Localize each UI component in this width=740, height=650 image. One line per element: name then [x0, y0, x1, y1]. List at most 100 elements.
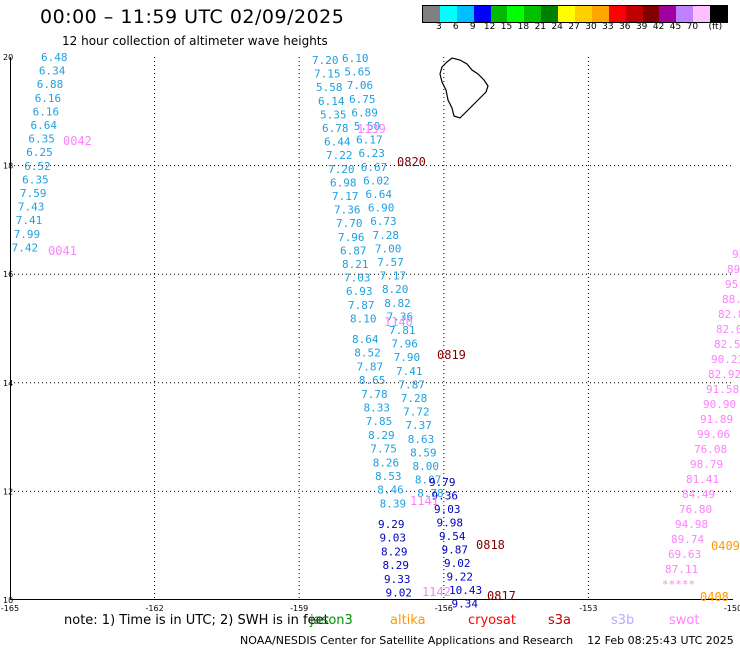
wave-height-label: 6.73 — [370, 215, 397, 228]
scale-tick-label: 27 — [568, 22, 580, 32]
longitude-tick-label: -156 — [435, 604, 453, 613]
wave-height-label: 7.96 — [338, 231, 365, 244]
map-title: 00:00 – 11:59 UTC 02/09/2025 — [40, 6, 345, 28]
satellite-legend-cryosat: cryosat — [468, 613, 516, 628]
longitude-tick-label: -165 — [1, 604, 19, 613]
swot-wave-height-label: 76.80 — [679, 503, 712, 516]
wave-height-label: 7.20 — [312, 54, 339, 67]
pass-time-label: 0820 — [397, 155, 426, 169]
latitude-tick-label: 18 — [3, 162, 13, 171]
wave-height-label: 7.85 — [366, 415, 393, 428]
wave-height-label: 5.50 — [354, 120, 381, 133]
hawaii-big-island-outline — [439, 57, 489, 119]
swot-wave-height-label: 81.41 — [686, 473, 719, 486]
satellite-legend-s3a: s3a — [548, 613, 572, 628]
scale-swatch — [642, 6, 660, 22]
scale-tick-label: 33 — [602, 22, 614, 32]
wave-height-label: 5.65 — [344, 66, 371, 79]
wave-height-label: 7.96 — [391, 338, 418, 351]
wave-height-label: 6.90 — [368, 202, 395, 215]
swot-wave-height-label: 91.58 — [706, 383, 739, 396]
wave-height-label: 8.26 — [373, 456, 400, 469]
wave-height-label: 7.22 — [326, 149, 353, 162]
wave-height-label: 5.58 — [316, 81, 343, 94]
wave-height-label: 9.34 — [452, 598, 479, 611]
pass-time-label: 1142 — [422, 585, 451, 599]
scale-tick-label: 15 — [500, 22, 513, 32]
wave-height-label: 7.15 — [314, 68, 341, 81]
map-subtitle: 12 hour collection of altimeter wave hei… — [62, 34, 328, 48]
wave-height-label: 9.54 — [439, 530, 466, 543]
wave-height-label: 6.23 — [358, 147, 385, 160]
scale-swatch — [693, 6, 711, 22]
wave-height-label: 6.14 — [318, 95, 345, 108]
wave-height-label: 7.03 — [344, 272, 371, 285]
scale-tick-label: 39 — [635, 22, 648, 32]
swot-wave-height-label: 84.49 — [682, 488, 715, 501]
scale-swatch — [490, 6, 508, 22]
scale-tick-label: 45 — [669, 22, 682, 32]
wave-height-label: 8.82 — [384, 297, 411, 310]
wave-height-label: 7.06 — [347, 79, 374, 92]
wave-height-label: 7.28 — [373, 229, 400, 242]
wave-height-label: 6.87 — [340, 244, 367, 257]
swot-wave-height-label: 93.34 — [732, 248, 740, 261]
wave-height-label: 8.78 — [417, 487, 444, 500]
wave-height-label: 8.29 — [383, 559, 410, 572]
wave-height-label: 9.33 — [384, 573, 411, 586]
swot-wave-height-label: 90.21 — [711, 353, 740, 366]
wave-height-label: 7.99 — [14, 228, 41, 241]
pass-time-label: 0409 — [711, 539, 740, 553]
footnote: note: 1) Time is in UTC; 2) SWH is in fe… — [64, 613, 329, 628]
pass-time-label: 1140 — [384, 315, 413, 329]
scale-tick-label: 18 — [517, 22, 530, 32]
wave-height-label: 7.78 — [361, 388, 388, 401]
pass-time-label: 0042 — [63, 134, 92, 148]
pass-time-label: 0818 — [476, 538, 505, 552]
swot-wave-height-label: 94.98 — [675, 518, 708, 531]
swot-wave-height-label: 87.11 — [665, 563, 698, 576]
pass-time-label: 1141 — [410, 494, 439, 508]
wave-height-label: 7.81 — [389, 324, 416, 337]
wave-height-label: 9.79 — [429, 476, 456, 489]
wave-height-label: 7.87 — [398, 378, 425, 391]
wave-height-label: 9.22 — [447, 571, 474, 584]
wave-height-label: 8.46 — [377, 484, 404, 497]
wave-height-label: 10.43 — [449, 584, 482, 597]
wave-height-label: 7.36 — [334, 204, 361, 217]
latitude-tick-label: 16 — [3, 270, 13, 279]
scale-unit: (ft) — [708, 22, 723, 32]
swot-wave-height-label: 82.82 — [718, 308, 740, 321]
wave-height-label: 7.36 — [387, 310, 414, 323]
wave-height-label: 6.10 — [342, 52, 369, 65]
scale-tick-label: 6 — [452, 22, 459, 32]
wave-height-label: 9.98 — [437, 517, 464, 530]
latitude-tick-label: 20 — [3, 53, 13, 62]
scale-swatch — [456, 6, 474, 22]
wave-height-label: 6.88 — [37, 78, 64, 91]
wave-height-label: 6.93 — [346, 285, 373, 298]
scale-swatch — [659, 6, 677, 22]
swot-wave-height-label: 69.63 — [668, 548, 701, 561]
scale-tick-label: 12 — [483, 22, 496, 32]
wave-height-label: 7.70 — [336, 217, 363, 230]
scale-tick-label: 36 — [619, 22, 631, 32]
wave-height-label: 9.03 — [380, 532, 407, 545]
wave-height-label: 9.02 — [386, 587, 413, 600]
wave-height-label: 7.41 — [396, 365, 423, 378]
scale-tick-label: 21 — [534, 22, 547, 32]
wave-height-label: 6.35 — [28, 133, 55, 146]
scale-tick-label: 30 — [585, 22, 597, 32]
wave-height-label: 7.43 — [18, 201, 45, 214]
wave-height-label: 7.87 — [348, 299, 375, 312]
scale-tick-label: 70 — [686, 22, 699, 32]
longitude-tick-label: -159 — [290, 604, 308, 613]
swot-wave-height-label: 99.06 — [697, 428, 730, 441]
wave-height-label: 8.63 — [408, 433, 435, 446]
swot-wave-height-label: 82.04 — [716, 323, 740, 336]
scale-swatch — [676, 6, 694, 22]
swot-wave-height-label: 98.79 — [690, 458, 723, 471]
wave-height-label: 6.35 — [22, 173, 48, 186]
longitude-tick-label: -162 — [146, 604, 164, 613]
